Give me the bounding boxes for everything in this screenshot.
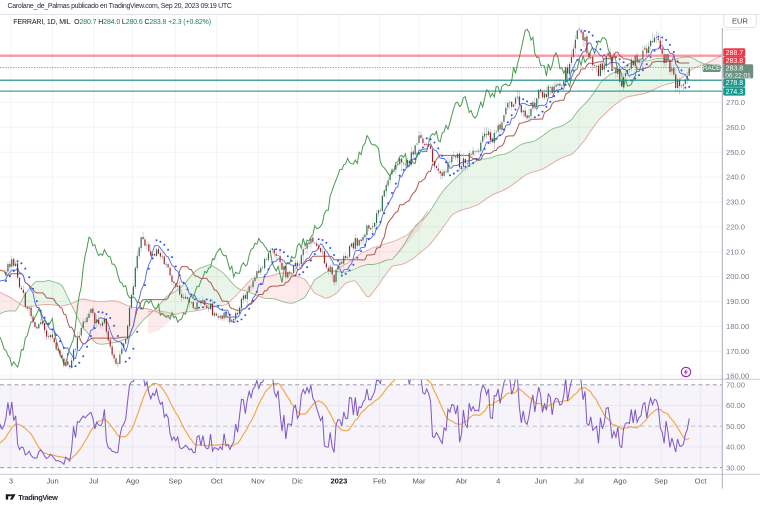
svg-text:Mar: Mar <box>412 476 426 485</box>
svg-text:220.0: 220.0 <box>726 222 745 231</box>
svg-text:170.00: 170.00 <box>726 347 749 356</box>
svg-text:30.00: 30.00 <box>726 463 745 472</box>
svg-text:278.8: 278.8 <box>726 80 744 87</box>
svg-text:EUR: EUR <box>732 17 749 26</box>
svg-text:240.0: 240.0 <box>726 173 745 182</box>
svg-text:70.00: 70.00 <box>726 380 745 389</box>
svg-text:60.00: 60.00 <box>726 401 745 410</box>
svg-text:3: 3 <box>9 476 13 485</box>
svg-text:40.00: 40.00 <box>726 443 745 452</box>
svg-text:Ago: Ago <box>126 476 140 485</box>
svg-text:Feb: Feb <box>373 476 386 485</box>
svg-text:RACE: RACE <box>703 65 721 72</box>
svg-text:Jul: Jul <box>89 476 99 485</box>
svg-text:Jun: Jun <box>46 476 58 485</box>
svg-text:160.00: 160.00 <box>726 372 749 381</box>
svg-text:270.0: 270.0 <box>726 98 745 107</box>
svg-text:TradingView: TradingView <box>18 493 58 502</box>
svg-text:Ago: Ago <box>613 476 627 485</box>
svg-text:210.0: 210.0 <box>726 247 745 256</box>
svg-text:Sep: Sep <box>654 476 668 485</box>
svg-text:288.7: 288.7 <box>726 50 744 57</box>
svg-text:Abr: Abr <box>456 476 468 485</box>
svg-text:Sep: Sep <box>169 476 183 485</box>
svg-text:283.8: 283.8 <box>726 66 744 73</box>
svg-text:230.0: 230.0 <box>726 198 745 207</box>
svg-text:Nov: Nov <box>251 476 265 485</box>
svg-text:Dic: Dic <box>292 476 303 485</box>
svg-text:274.3: 274.3 <box>726 89 744 96</box>
svg-text:200.00: 200.00 <box>726 272 749 281</box>
svg-text:4: 4 <box>496 476 500 485</box>
svg-text:180.00: 180.00 <box>726 322 749 331</box>
svg-text:190.00: 190.00 <box>726 297 749 306</box>
svg-text:2023: 2023 <box>330 476 347 485</box>
svg-text:06:22:01: 06:22:01 <box>725 73 751 80</box>
svg-text:283.8: 283.8 <box>726 58 744 65</box>
svg-text:260.0: 260.0 <box>726 123 745 132</box>
svg-text:Oct: Oct <box>695 476 708 485</box>
svg-text:250.0: 250.0 <box>726 148 745 157</box>
svg-text:Oct: Oct <box>211 476 224 485</box>
svg-text:50.00: 50.00 <box>726 422 745 431</box>
svg-text:Jul: Jul <box>574 476 584 485</box>
svg-text:Jun: Jun <box>535 476 547 485</box>
